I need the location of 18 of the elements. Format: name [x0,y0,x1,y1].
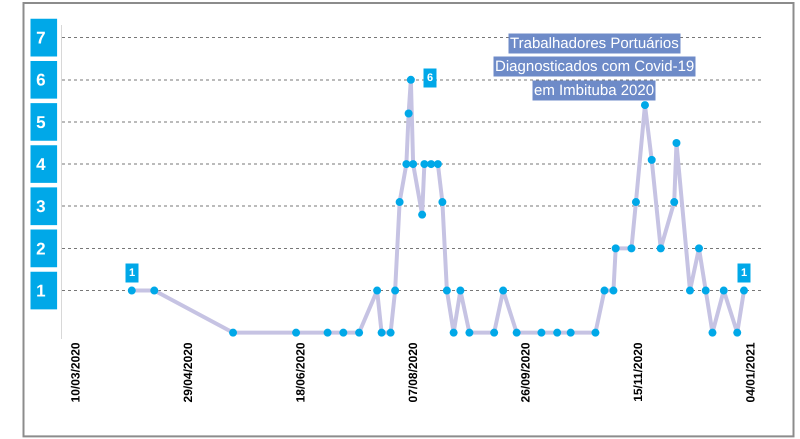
x-tick-label: 15/11/2020 [631,342,646,402]
x-tick-label: 29/04/2020 [180,342,195,402]
x-tick-label: 04/01/2021 [744,342,758,402]
y-tick-label: 5 [36,112,46,132]
x-tick-label: 07/08/2020 [406,342,420,402]
y-tick-label: 3 [36,197,46,216]
y-tick-label: 7 [36,28,46,48]
y-tick-label: 2 [36,239,46,258]
data-label: 1 [129,267,136,279]
data-label: 6 [427,72,434,84]
x-tick-label: 10/03/2020 [68,342,82,402]
y-tick-label: 4 [36,155,46,174]
data-label: 1 [741,267,748,279]
y-tick-label: 1 [36,281,46,300]
x-tick-label: 26/09/2020 [518,342,533,402]
y-tick-label: 6 [36,70,46,90]
text: Trabalhadores Portuários Diagnosticados com Covid-19 em Imbituba 2020 [495,35,694,99]
x-tick-label: 18/06/2020 [293,342,308,402]
